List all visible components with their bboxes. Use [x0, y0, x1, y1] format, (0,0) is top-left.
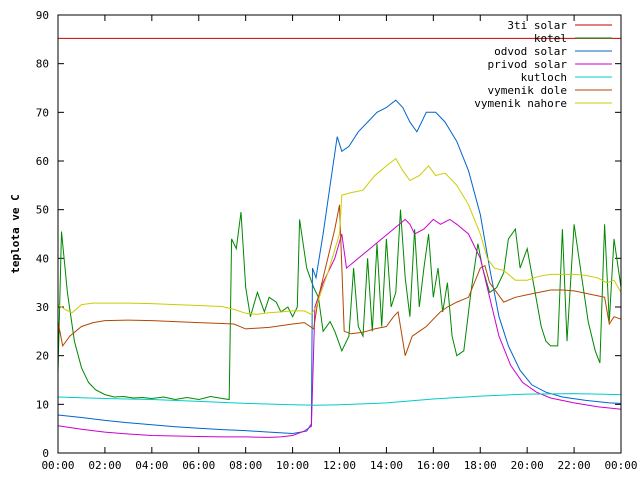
- y-tick-label: 30: [36, 301, 49, 314]
- series-line-kotel: [57, 209, 622, 401]
- x-tick-label: 12:00: [323, 459, 356, 472]
- x-axis: 00:00 02:00 04:00 06:00 08:00 10:00 12:00 14:00…: [41, 15, 638, 472]
- series-line-vymenik-nahore: [57, 157, 622, 315]
- legend-label-kotel: kotel: [534, 32, 567, 45]
- legend-label-3ti-solar: 3ti solar: [507, 19, 567, 32]
- legend-label-vymenik-nahore: vymenik nahore: [474, 97, 567, 110]
- legend-label-privod-solar: privod solar: [488, 58, 568, 71]
- x-tick-label: 00:00: [604, 459, 637, 472]
- y-tick-label: 70: [36, 106, 49, 119]
- y-axis-label: teplota ve C: [9, 194, 22, 273]
- series-line-kutloch: [57, 393, 622, 406]
- y-tick-label: 60: [36, 155, 49, 168]
- y-tick-label: 90: [36, 9, 49, 22]
- x-tick-label: 10:00: [276, 459, 309, 472]
- x-tick-label: 22:00: [558, 459, 591, 472]
- legend-label-kutloch: kutloch: [521, 71, 567, 84]
- x-tick-label: 18:00: [464, 459, 497, 472]
- x-tick-label: 16:00: [417, 459, 450, 472]
- y-tick-label: 50: [36, 204, 49, 217]
- x-tick-label: 06:00: [182, 459, 215, 472]
- x-tick-label: 08:00: [229, 459, 262, 472]
- x-tick-label: 04:00: [135, 459, 168, 472]
- y-tick-label: 80: [36, 58, 49, 71]
- x-tick-label: 20:00: [511, 459, 544, 472]
- series-line-privod-solar: [57, 218, 622, 438]
- y-tick-label: 20: [36, 350, 49, 363]
- y-tick-label: 10: [36, 398, 49, 411]
- legend-label-odvod-solar: odvod solar: [494, 45, 567, 58]
- y-tick-label: 40: [36, 252, 49, 265]
- x-tick-label: 14:00: [370, 459, 403, 472]
- y-tick-label: 0: [42, 447, 49, 460]
- x-tick-label: 02:00: [88, 459, 121, 472]
- x-tick-label: 00:00: [41, 459, 74, 472]
- plot-frame: [57, 14, 622, 454]
- series-line-vymenik-dole: [57, 204, 622, 356]
- y-axis: 0 10 20 30 40 50 60 70 80 90: [36, 9, 621, 460]
- series-line-odvod-solar: [57, 99, 622, 435]
- legend-label-vymenik-dole: vymenik dole: [488, 84, 567, 97]
- series-layer: [57, 37, 622, 438]
